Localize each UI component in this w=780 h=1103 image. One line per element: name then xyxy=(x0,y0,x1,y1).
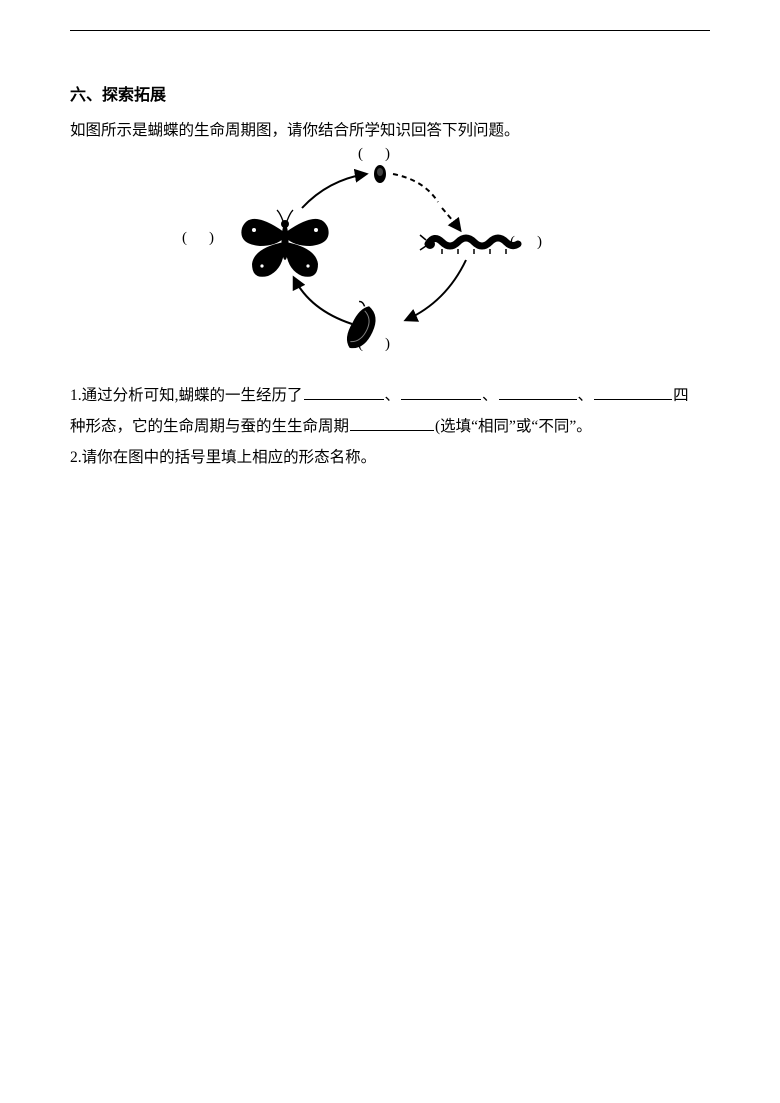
question-2: 2.请你在图中的括号里填上相应的形态名称。 xyxy=(70,442,710,473)
blank-2[interactable] xyxy=(401,385,481,401)
sep2: 、 xyxy=(482,387,498,404)
paren-bottom: () xyxy=(358,336,412,353)
egg-icon xyxy=(374,165,386,183)
blank-1[interactable] xyxy=(304,385,384,401)
blank-4[interactable] xyxy=(594,385,672,401)
q1-text-c: (选填“相同”或“不同”。 xyxy=(435,418,592,435)
q1-text-b: 种形态，它的生命周期与蚕的生生命周期 xyxy=(70,418,349,435)
section-title: 六、探索拓展 xyxy=(70,81,710,105)
sep1: 、 xyxy=(385,387,401,404)
arrow-larva-pupa xyxy=(406,260,466,320)
sep3: 、 xyxy=(578,387,594,404)
arrow-adult-egg xyxy=(302,174,366,208)
question-1: 1.通过分析可知,蝴蝶的一生经历了 、 、 、 四 xyxy=(70,380,710,411)
blank-3[interactable] xyxy=(499,385,577,401)
larva-icon xyxy=(420,235,518,254)
butterfly-icon xyxy=(241,210,328,277)
q1-text-a: 1.通过分析可知,蝴蝶的一生经历了 xyxy=(70,387,303,404)
paren-left: () xyxy=(182,230,236,247)
lifecycle-diagram: () () () () xyxy=(210,152,570,362)
page: 六、探索拓展 如图所示是蝴蝶的生命周期图，请你结合所学知识回答下列问题。 () … xyxy=(0,0,780,473)
arrow-egg-larva-2 xyxy=(442,208,460,230)
blank-5[interactable] xyxy=(350,416,434,432)
arrow-egg-larva-1 xyxy=(393,174,438,202)
q1-tail: 四 xyxy=(673,387,689,404)
top-rule xyxy=(70,30,710,31)
arrow-pupa-adult xyxy=(294,278,352,324)
intro-text: 如图所示是蝴蝶的生命周期图，请你结合所学知识回答下列问题。 xyxy=(70,115,710,146)
paren-right: () xyxy=(510,234,564,251)
lifecycle-svg xyxy=(210,152,570,362)
paren-top: () xyxy=(358,146,412,163)
diagram-container: () () () () xyxy=(70,152,710,362)
question-1-line2: 种形态，它的生命周期与蚕的生生命周期 (选填“相同”或“不同”。 xyxy=(70,411,710,442)
